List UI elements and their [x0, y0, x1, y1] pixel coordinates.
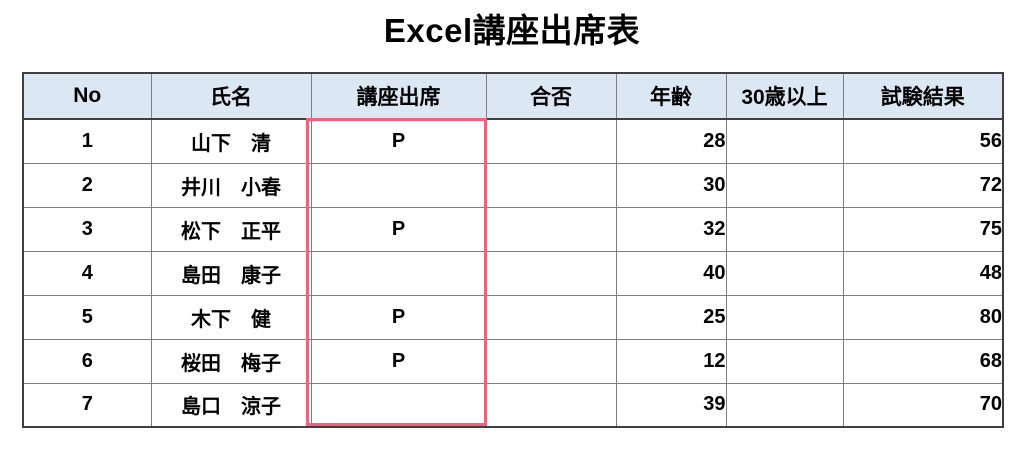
table-row: 5 木下 健 P 25 80 — [22, 294, 1004, 340]
column-header-result[interactable]: 試験結果 — [842, 72, 1004, 120]
cell-result[interactable]: 80 — [842, 294, 1004, 340]
cell-no[interactable]: 6 — [22, 338, 152, 384]
table-row: 1 山下 清 P 28 56 — [22, 118, 1004, 164]
cell-over30[interactable] — [725, 294, 844, 340]
table-row: 2 井川 小春 30 72 — [22, 162, 1004, 208]
cell-pass[interactable] — [485, 294, 617, 340]
page-title: Excel講座出席表 — [383, 12, 641, 49]
table-row: 6 桜田 梅子 P 12 68 — [22, 338, 1004, 384]
cell-attend[interactable] — [310, 162, 487, 208]
cell-result[interactable]: 48 — [842, 250, 1004, 296]
cell-result[interactable]: 56 — [842, 118, 1004, 164]
table-row: 3 松下 正平 P 32 75 — [22, 206, 1004, 252]
cell-pass[interactable] — [485, 338, 617, 384]
table-row: 7 島口 涼子 39 70 — [22, 382, 1004, 428]
table-body: 1 山下 清 P 28 56 2 井川 小春 30 72 — [22, 118, 1004, 428]
cell-pass[interactable] — [485, 250, 617, 296]
attendance-table: No 氏名 講座出席 合否 年齢 30歳以上 試験結果 1 山下 清 P 28 — [22, 72, 1004, 428]
cell-no[interactable]: 2 — [22, 162, 152, 208]
cell-over30[interactable] — [725, 162, 844, 208]
cell-no[interactable]: 3 — [22, 206, 152, 252]
cell-name[interactable]: 木下 健 — [150, 294, 312, 340]
column-header-over30[interactable]: 30歳以上 — [725, 72, 844, 120]
cell-no[interactable]: 1 — [22, 118, 152, 164]
column-header-no[interactable]: No — [22, 72, 152, 120]
cell-pass[interactable] — [485, 162, 617, 208]
cell-over30[interactable] — [725, 206, 844, 252]
cell-name[interactable]: 桜田 梅子 — [150, 338, 312, 384]
cell-name[interactable]: 島田 康子 — [150, 250, 312, 296]
cell-age[interactable]: 12 — [615, 338, 727, 384]
column-header-pass[interactable]: 合否 — [485, 72, 617, 120]
cell-name[interactable]: 島口 涼子 — [150, 382, 312, 428]
cell-over30[interactable] — [725, 382, 844, 428]
cell-no[interactable]: 5 — [22, 294, 152, 340]
cell-over30[interactable] — [725, 338, 844, 384]
cell-result[interactable]: 68 — [842, 338, 1004, 384]
cell-age[interactable]: 25 — [615, 294, 727, 340]
cell-age[interactable]: 40 — [615, 250, 727, 296]
cell-pass[interactable] — [485, 206, 617, 252]
cell-age[interactable]: 30 — [615, 162, 727, 208]
cell-over30[interactable] — [725, 250, 844, 296]
cell-age[interactable]: 39 — [615, 382, 727, 428]
cell-attend[interactable] — [310, 250, 487, 296]
attendance-table-container: No 氏名 講座出席 合否 年齢 30歳以上 試験結果 1 山下 清 P 28 — [22, 72, 1004, 428]
cell-no[interactable]: 7 — [22, 382, 152, 428]
cell-attend[interactable]: P — [310, 118, 487, 164]
cell-pass[interactable] — [485, 382, 617, 428]
cell-attend[interactable]: P — [310, 338, 487, 384]
cell-over30[interactable] — [725, 118, 844, 164]
cell-result[interactable]: 70 — [842, 382, 1004, 428]
cell-attend[interactable]: P — [310, 206, 487, 252]
cell-no[interactable]: 4 — [22, 250, 152, 296]
cell-attend[interactable]: P — [310, 294, 487, 340]
cell-attend[interactable] — [310, 382, 487, 428]
cell-pass[interactable] — [485, 118, 617, 164]
cell-name[interactable]: 松下 正平 — [150, 206, 312, 252]
cell-age[interactable]: 28 — [615, 118, 727, 164]
cell-result[interactable]: 72 — [842, 162, 1004, 208]
cell-name[interactable]: 井川 小春 — [150, 162, 312, 208]
column-header-name[interactable]: 氏名 — [150, 72, 312, 120]
cell-result[interactable]: 75 — [842, 206, 1004, 252]
table-header-row: No 氏名 講座出席 合否 年齢 30歳以上 試験結果 — [22, 72, 1004, 120]
table-header: No 氏名 講座出席 合否 年齢 30歳以上 試験結果 — [22, 72, 1004, 120]
cell-age[interactable]: 32 — [615, 206, 727, 252]
cell-name[interactable]: 山下 清 — [150, 118, 312, 164]
table-row: 4 島田 康子 40 48 — [22, 250, 1004, 296]
column-header-attend[interactable]: 講座出席 — [310, 72, 487, 120]
column-header-age[interactable]: 年齢 — [615, 72, 727, 120]
